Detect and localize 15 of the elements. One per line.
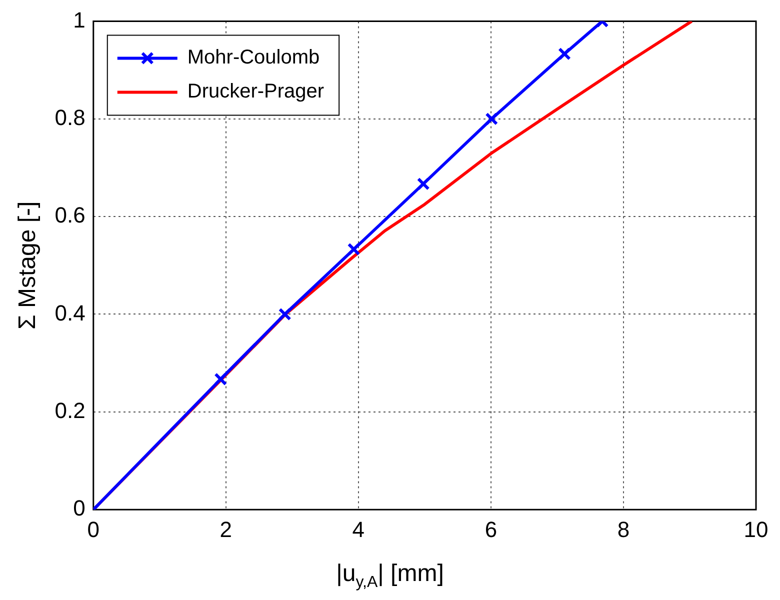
y-tick-label: 0.8 <box>54 104 86 130</box>
x-tick-label: 6 <box>484 516 498 542</box>
y-tick-label: 0.6 <box>54 202 86 228</box>
x-axis-title: |u$_{y,A}$| [mm] <box>335 560 445 592</box>
legend-label: Drucker-Prager <box>187 80 324 103</box>
legend-label: Mohr-Coulomb <box>187 46 320 69</box>
y-tick-label: 0.4 <box>54 300 86 326</box>
y-tick-label: 0 <box>73 496 86 521</box>
x-tick-label: 10 <box>744 516 768 542</box>
x-tick-label: 4 <box>352 516 365 542</box>
y-axis-title: Σ Mstage [-] <box>14 201 42 330</box>
x-tick-label: 8 <box>617 516 630 542</box>
x-tick-label: 2 <box>220 516 232 542</box>
y-tick-label: 1 <box>73 7 86 32</box>
y-tick-label: 0.2 <box>54 398 86 423</box>
